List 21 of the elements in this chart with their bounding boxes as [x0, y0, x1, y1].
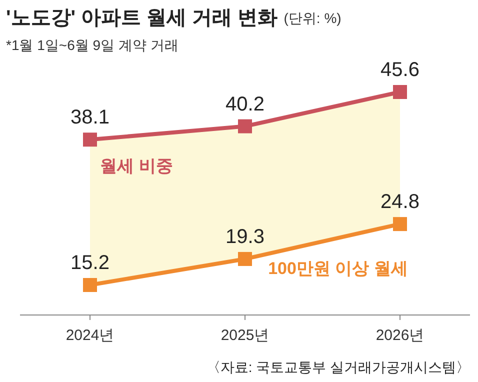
point [238, 119, 252, 134]
point [393, 85, 407, 99]
data-label: 38.1 [70, 106, 110, 129]
chart-subtitle: *1월 1일~6월 9일 계약 거래 [6, 37, 178, 53]
series-label: 월세 비중 [100, 156, 173, 176]
data-label: 19.3 [226, 226, 264, 248]
point [393, 217, 407, 232]
chart-title: '노도강' 아파트 월세 거래 변화 [6, 7, 278, 29]
data-label: 45.6 [380, 59, 420, 81]
point [83, 278, 97, 292]
x-tick-label: 2025년 [220, 327, 270, 344]
x-tick-label: 2024년 [66, 327, 114, 344]
text: (단위: %) [284, 10, 342, 26]
data-label: 24.8 [380, 191, 420, 214]
x-tick-label: 2026년 [376, 327, 424, 344]
series-label: 100만원 이상 월세 [268, 259, 408, 278]
data-label: 15.2 [70, 252, 110, 274]
point [238, 252, 252, 266]
point [83, 132, 97, 147]
data-label: 40.2 [226, 93, 264, 116]
text: 〈자료: 국토교통부 실거래가공개시스템〉 [206, 359, 470, 375]
